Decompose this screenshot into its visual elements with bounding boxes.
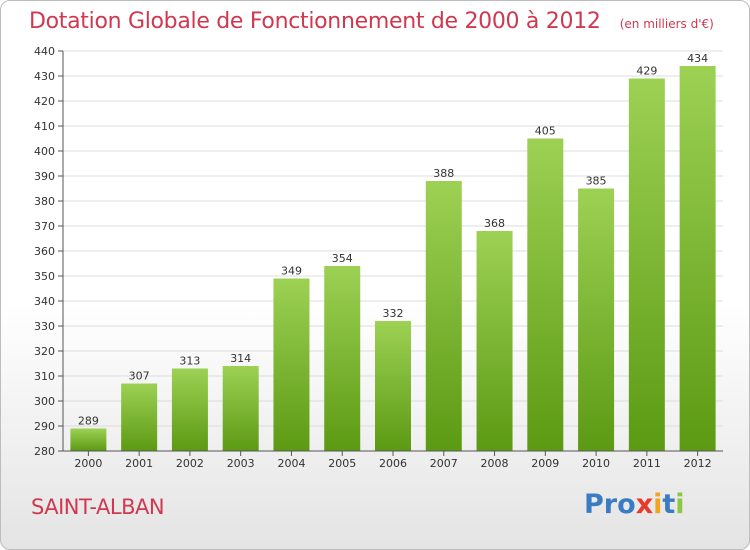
x-tick-label: 2000 (74, 457, 102, 470)
x-tick-label: 2010 (582, 457, 610, 470)
y-tick-label: 330 (34, 320, 55, 333)
value-label: 368 (484, 217, 505, 230)
x-tick-label: 2001 (125, 457, 153, 470)
place-name: SAINT-ALBAN (31, 495, 165, 519)
x-tick-label: 2008 (481, 457, 509, 470)
y-tick-label: 430 (34, 70, 55, 83)
value-label: 354 (332, 252, 353, 265)
logo-letter: P (584, 489, 604, 520)
value-label: 405 (535, 125, 556, 138)
bar-2004 (273, 278, 310, 451)
logo-letter: i (653, 489, 663, 520)
bar-2001 (121, 383, 158, 451)
axes (62, 51, 723, 452)
x-tick-label: 2006 (379, 457, 407, 470)
y-tick-label: 340 (34, 295, 55, 308)
bar-2011 (628, 78, 665, 451)
value-labels: 289 307 313 314 349 354 332 388 368 405 385 429 434 (78, 52, 708, 428)
y-axis-ticks: 280 290 300 310 320 330 340 350 360 370 380 390 400 4… (34, 45, 63, 458)
y-tick-label: 310 (34, 370, 55, 383)
value-label: 332 (383, 307, 404, 320)
y-tick-label: 390 (34, 170, 55, 183)
value-label: 314 (230, 352, 251, 365)
bars (70, 66, 716, 451)
y-tick-label: 370 (34, 220, 55, 233)
x-tick-label: 2003 (227, 457, 255, 470)
chart-title: Dotation Globale de Fonctionnement de 20… (29, 9, 601, 34)
bar-2007 (425, 181, 462, 451)
logo-letter: i (675, 489, 685, 520)
bar-2000 (70, 428, 107, 451)
x-tick-label: 2002 (176, 457, 204, 470)
x-tick-label: 2005 (328, 457, 356, 470)
y-tick-label: 290 (34, 420, 55, 433)
x-tick-label: 2011 (633, 457, 661, 470)
proxiti-logo[interactable]: Proxiti (584, 489, 685, 520)
y-tick-label: 350 (34, 270, 55, 283)
unit-note: (en milliers d'€) (619, 17, 714, 31)
value-label: 388 (433, 167, 454, 180)
y-tick-label: 380 (34, 195, 55, 208)
bar-2010 (578, 188, 615, 451)
y-tick-label: 440 (34, 45, 55, 58)
y-tick-label: 320 (34, 345, 55, 358)
bar-2002 (171, 368, 208, 451)
bar-2008 (476, 231, 513, 451)
y-tick-label: 360 (34, 245, 55, 258)
x-tick-label: 2007 (430, 457, 458, 470)
value-label: 349 (281, 265, 302, 278)
bar-2009 (527, 138, 564, 451)
x-axis-ticks: 2000 2001 2002 2003 2004 2005 2006 2007 2008 2009… (74, 451, 712, 470)
y-tick-label: 280 (34, 445, 55, 458)
logo-letter: x (635, 489, 654, 520)
y-tick-label: 400 (34, 145, 55, 158)
x-tick-label: 2004 (277, 457, 305, 470)
x-tick-label: 2012 (684, 457, 712, 470)
value-label: 307 (129, 370, 150, 383)
value-label: 429 (636, 65, 657, 78)
logo-letter: o (617, 489, 636, 520)
y-tick-label: 420 (34, 95, 55, 108)
value-label: 385 (586, 175, 607, 188)
y-tick-label: 300 (34, 395, 55, 408)
title-row: Dotation Globale de Fonctionnement de 20… (29, 9, 714, 34)
x-tick-label: 2009 (531, 457, 559, 470)
value-label: 289 (78, 415, 99, 428)
y-tick-label: 410 (34, 120, 55, 133)
bar-2012 (679, 66, 716, 451)
bar-2005 (324, 266, 361, 451)
value-label: 313 (179, 355, 200, 368)
bar-2006 (375, 321, 411, 451)
logo-letter: r (603, 489, 618, 520)
logo-letter: t (662, 489, 676, 520)
value-label: 434 (687, 52, 708, 65)
bar-2003 (222, 366, 259, 451)
